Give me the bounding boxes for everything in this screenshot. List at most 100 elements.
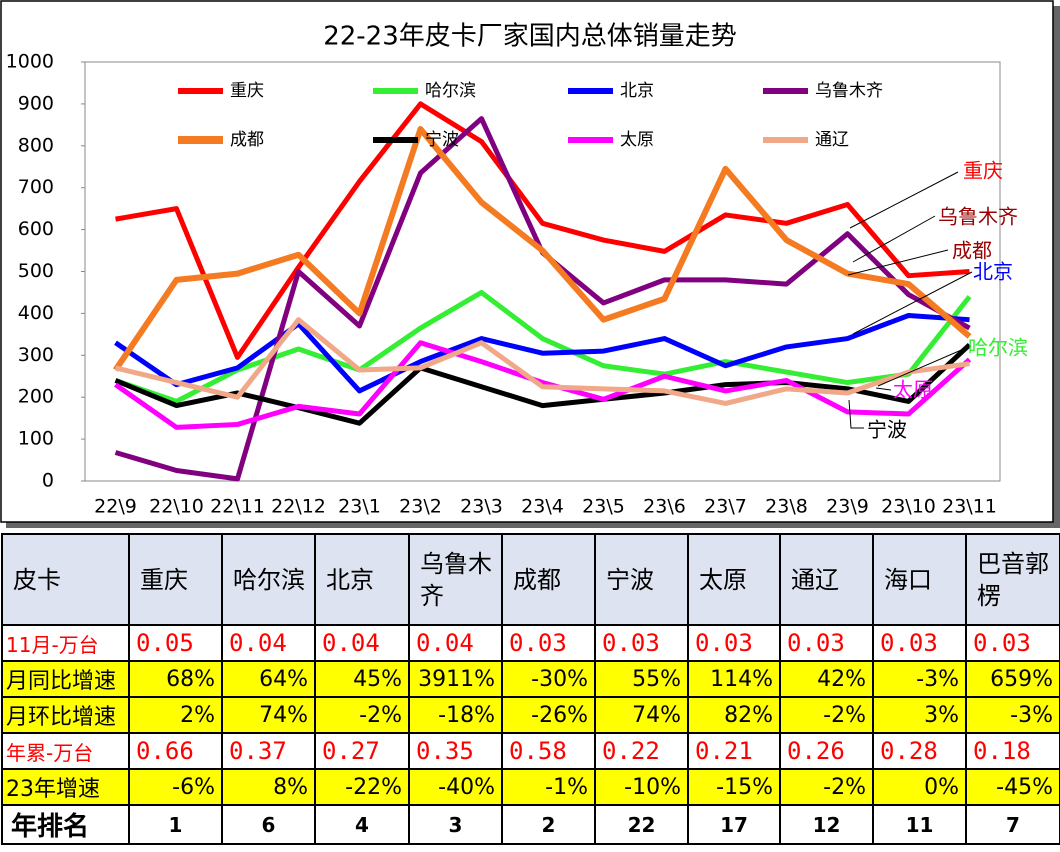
table-row: 年排名 1 6 4 3 2 22 17 12 11 7 [1,804,1060,845]
series-line [113,126,972,372]
series-line [114,312,970,394]
x-tick-label: 23\4 [521,496,564,518]
table-cell: 0.21 [687,732,781,770]
x-tick-label: 23\1 [338,496,381,518]
table-cell: -18% [408,696,503,734]
legend-label: 哈尔滨 [425,81,476,101]
table-cell: -2% [779,696,874,734]
legend-label: 成都 [230,130,264,150]
table-cell: -1% [501,768,596,806]
table-cell: 0.37 [221,732,316,770]
series-line [114,340,972,430]
table-cell: 42% [779,660,874,698]
table-cell: -22% [314,768,410,806]
table-cell: 0.04 [408,624,503,662]
row-header: 皮卡 [1,533,130,626]
table-cell: -2% [779,768,874,806]
table-cell: -26% [501,696,596,734]
series-line [114,342,972,426]
table-cell: -40% [408,768,503,806]
table-row: 年累-万台 0.66 0.37 0.27 0.35 0.58 0.22 0.21 0.26 0.2… [1,732,1060,770]
table-cell: 7 [965,804,1060,845]
x-tick-label: 23\11 [942,496,997,518]
end-label: 宁波 [867,418,907,442]
table-cell: -3% [872,660,967,698]
table-cell: -3% [965,696,1060,734]
y-tick-label: 900 [18,92,54,114]
table-cell: 2 [501,804,596,845]
legend-label: 太原 [620,130,654,150]
table-cell: -30% [501,660,596,698]
table-cell: 0.58 [501,732,596,770]
table-cell: 0.03 [779,624,874,662]
table-cell: 0% [872,768,967,806]
legend-label: 通辽 [815,130,849,150]
y-tick-label: 200 [18,386,54,408]
x-tick-label: 23\3 [460,496,503,518]
leader-line [875,387,892,391]
end-label: 太原 [893,378,933,402]
table-cell: 通辽 [779,533,874,626]
table-cell: 0.04 [221,624,316,662]
table-cell: 11 [872,804,967,845]
y-tick-label: 100 [18,428,54,450]
table-cell: 0.03 [501,624,596,662]
chart: 22-23年皮卡厂家国内总体销量走势 0 100 200 300 400 500 600 70… [0,0,1060,528]
leader-line [852,215,936,263]
table-cell: 2% [128,696,223,734]
end-label: 重庆 [963,159,1003,183]
series-line [115,101,970,360]
leader-line [852,271,973,335]
x-tick-label: 23\6 [643,496,686,518]
table-cell: 0.04 [314,624,410,662]
table-cell: 659% [965,660,1060,698]
series-line [114,289,972,404]
table-cell: 海口 [872,533,967,626]
table-cell: 45% [314,660,410,698]
table-cell: 哈尔滨 [221,533,316,626]
table-cell: 8% [221,768,316,806]
table-cell: 0.22 [594,732,689,770]
table-cell: 太原 [687,533,781,626]
y-tick-label: 500 [18,260,54,282]
table-cell: 宁波 [594,533,689,626]
data-table: 皮卡 重庆 哈尔滨 北京 乌鲁木齐 成都 宁波 太原 通辽 海口 巴音郭楞 11月-万台 0.05 0.0… [1,533,1060,845]
table-cell: 0.03 [965,624,1060,662]
legend-label: 北京 [620,81,654,101]
leader-line [847,249,949,276]
table-cell: 55% [594,660,689,698]
table-cell: 乌鲁木齐 [408,533,503,626]
x-tick-label: 23\8 [765,496,808,518]
table-cell: 0.05 [128,624,223,662]
table-cell: 12 [779,804,874,845]
leader-line [849,171,959,229]
table-cell: 巴音郭楞 [965,533,1060,626]
leader-line [848,399,864,429]
table-cell: 17 [687,804,781,845]
table-cell: 成都 [501,533,596,626]
table-cell: 0.18 [965,732,1060,770]
table-cell: 3% [872,696,967,734]
table-cell: 0.03 [872,624,967,662]
table-cell: -6% [128,768,223,806]
table-cell: 0.27 [314,732,410,770]
table-row: 月同比增速 68% 64% 45% 3911% -30% 55% 114% 42% -3% 659% [1,660,1060,698]
chart-title: 22-23年皮卡厂家国内总体销量走势 [323,22,737,52]
table-cell: 3911% [408,660,503,698]
table-cell: 重庆 [128,533,223,626]
legend-label: 宁波 [425,130,459,150]
table-cell: 0.28 [872,732,967,770]
x-tick-label: 22\9 [94,496,137,518]
series-line [114,317,970,406]
x-tick-label: 22\11 [210,496,265,518]
y-tick-label: 700 [18,176,54,198]
table-row: 11月-万台 0.05 0.04 0.04 0.04 0.03 0.03 0.03 0.03 0.… [1,624,1060,662]
x-tick-label: 22\10 [149,496,204,518]
table-cell: 0.03 [687,624,781,662]
table-cell: 82% [687,696,781,734]
row-header: 11月-万台 [1,624,130,662]
table-cell: 0.03 [594,624,689,662]
end-label: 乌鲁木齐 [938,205,1018,229]
row-header: 23年增速 [1,768,130,806]
